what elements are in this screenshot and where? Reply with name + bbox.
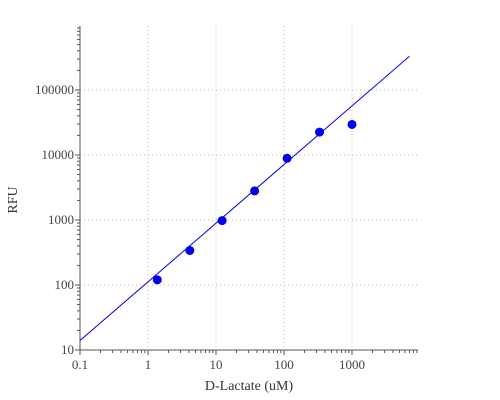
- data-point: [282, 153, 292, 163]
- fit-line: [79, 55, 410, 341]
- y-tick-label: 1000: [48, 212, 74, 227]
- data-point: [250, 186, 260, 196]
- x-tick-label: 10: [210, 357, 223, 372]
- data-point: [347, 119, 357, 129]
- data-point: [185, 245, 195, 255]
- y-tick-label: 10000: [42, 147, 75, 162]
- y-tick-label: 10: [61, 342, 74, 357]
- tick-labels: 0.1 1 10 100 1000 10 100 1000 10000 100000: [35, 82, 365, 372]
- x-tick-label: 0.1: [72, 357, 88, 372]
- y-tick-label: 100000: [35, 82, 74, 97]
- x-tick-label: 100: [274, 357, 294, 372]
- grid: [79, 26, 418, 351]
- y-axis-label: RFU: [6, 186, 21, 213]
- x-axis-label: D-Lactate (uM): [205, 379, 294, 394]
- axes: [75, 26, 418, 355]
- y-tick-label: 100: [55, 277, 75, 292]
- data-point: [152, 275, 162, 285]
- data-point: [315, 127, 325, 137]
- series: [79, 55, 410, 341]
- x-tick-label: 1: [145, 357, 152, 372]
- x-tick-label: 1000: [339, 357, 365, 372]
- data-point: [217, 216, 227, 226]
